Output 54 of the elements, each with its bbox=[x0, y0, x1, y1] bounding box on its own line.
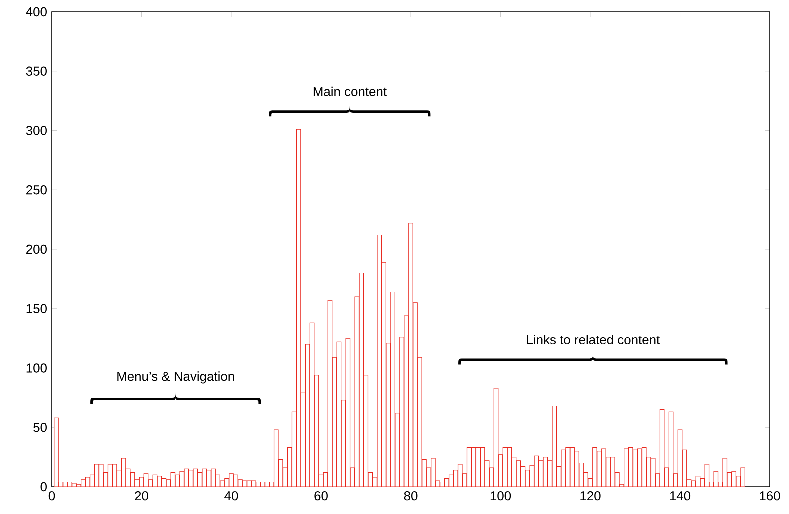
bar bbox=[704, 464, 710, 488]
bar bbox=[157, 476, 162, 488]
bar bbox=[54, 418, 59, 488]
bar bbox=[112, 464, 118, 488]
bar bbox=[502, 448, 508, 488]
bar bbox=[152, 474, 158, 488]
bar bbox=[162, 478, 167, 488]
annotation: Main content bbox=[314, 86, 387, 96]
bar bbox=[130, 472, 136, 488]
bar bbox=[650, 458, 656, 488]
bar bbox=[336, 342, 342, 488]
x-tick-label: 0 bbox=[48, 492, 56, 501]
bar bbox=[170, 472, 176, 488]
y-tick-label: 350 bbox=[26, 66, 47, 76]
x-tick-label: 140 bbox=[670, 492, 691, 501]
bar bbox=[328, 300, 333, 488]
x-tick-label: 80 bbox=[404, 492, 418, 501]
y-tick-label: 0 bbox=[40, 482, 47, 492]
y-tick-label: 400 bbox=[26, 7, 47, 17]
y-tick-label: 100 bbox=[26, 364, 47, 373]
y-tick-label: 250 bbox=[26, 186, 47, 195]
bar bbox=[346, 338, 351, 488]
bar bbox=[696, 476, 701, 488]
x-tick-label: 40 bbox=[224, 492, 238, 501]
bar bbox=[471, 448, 476, 488]
bar bbox=[507, 448, 512, 488]
bar bbox=[121, 458, 126, 488]
bar bbox=[458, 464, 463, 488]
x-tick-label: 120 bbox=[580, 492, 601, 501]
bar bbox=[516, 460, 522, 488]
annotation: Links to related content bbox=[527, 335, 660, 345]
bar bbox=[310, 322, 315, 488]
bar bbox=[668, 412, 674, 488]
y-tick-label: 150 bbox=[26, 304, 47, 314]
bar bbox=[466, 448, 472, 488]
bar bbox=[476, 448, 481, 488]
y-tick-label: 300 bbox=[26, 126, 47, 136]
bar bbox=[660, 410, 665, 488]
bar bbox=[480, 448, 486, 488]
y-tick-label: 50 bbox=[34, 423, 47, 432]
x-tick-label: 100 bbox=[490, 492, 512, 501]
bar bbox=[98, 464, 104, 488]
bar bbox=[628, 448, 634, 488]
x-tick-label: 160 bbox=[760, 492, 780, 501]
annotation: Menu’s & Navigation bbox=[118, 372, 234, 384]
bar bbox=[139, 477, 144, 488]
y-tick-label: 200 bbox=[26, 244, 47, 254]
bar bbox=[494, 388, 499, 488]
bar bbox=[632, 450, 638, 488]
x-tick-label: 60 bbox=[314, 492, 328, 501]
x-tick-label: 20 bbox=[135, 492, 148, 501]
bar bbox=[144, 474, 149, 488]
bar bbox=[296, 129, 302, 488]
bar bbox=[678, 430, 683, 488]
